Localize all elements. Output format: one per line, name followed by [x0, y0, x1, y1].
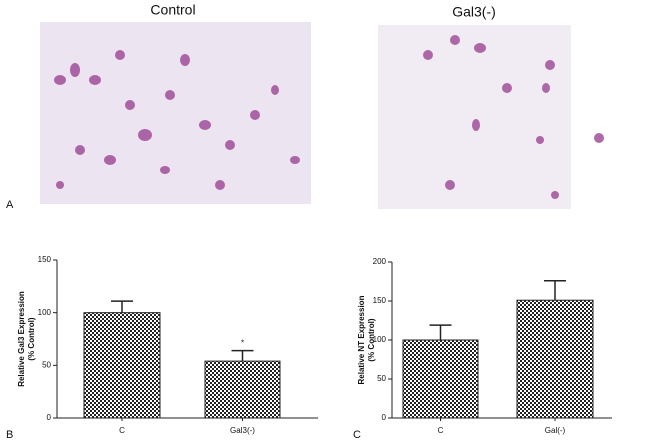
- y-axis-label: (% Control): [27, 317, 36, 360]
- micrograph-control: [40, 22, 311, 204]
- x-tick-label: Gal3(-): [230, 426, 255, 435]
- micrograph-gal3: [378, 25, 604, 209]
- y-tick-label: 150: [38, 255, 52, 264]
- bar: [204, 360, 281, 419]
- y-tick-label: 150: [373, 296, 387, 305]
- y-tick-label: 100: [373, 335, 387, 344]
- y-axis-label: Relative NT Expression: [357, 295, 366, 384]
- x-tick-label: C: [438, 426, 444, 435]
- y-tick-label: 100: [38, 308, 52, 317]
- significance-mark: *: [241, 339, 244, 348]
- bar: [83, 312, 161, 419]
- x-tick-label: C: [119, 426, 125, 435]
- y-axis-label: (% Control): [367, 318, 376, 361]
- bar: [402, 339, 479, 419]
- x-tick-label: Gal(-): [545, 426, 566, 435]
- y-tick-label: 200: [373, 257, 387, 266]
- panel-label: B: [6, 429, 13, 441]
- y-tick-label: 0: [47, 413, 52, 422]
- image-title: Control: [150, 2, 195, 18]
- image-title: Gal3(-): [452, 4, 496, 20]
- bar: [516, 299, 594, 419]
- y-tick-label: 50: [42, 360, 51, 369]
- y-axis-label: Relative Gal3 Expression: [17, 291, 26, 387]
- y-tick-label: 0: [382, 413, 387, 422]
- y-tick-label: 50: [377, 374, 386, 383]
- panel-label: C: [353, 429, 361, 441]
- panel-label: A: [6, 199, 14, 211]
